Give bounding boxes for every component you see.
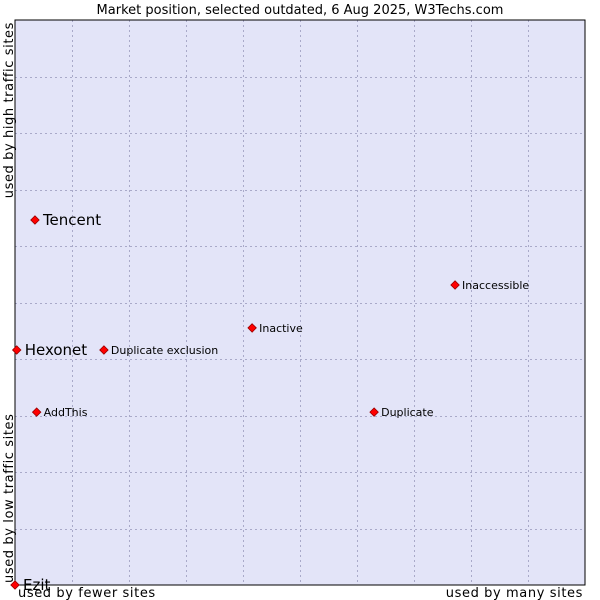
data-point-duplicate-exclusion: Duplicate exclusion xyxy=(99,344,218,357)
data-point-tencent: Tencent xyxy=(30,211,101,229)
point-marker xyxy=(10,580,20,590)
point-label: Ezit xyxy=(23,576,51,594)
point-marker xyxy=(31,407,42,417)
point-label: Duplicate xyxy=(381,406,434,419)
y-axis-label-bottom: used by low traffic sites xyxy=(2,413,17,583)
x-axis-label-right: used by many sites xyxy=(446,586,583,600)
y-axis-label-top: used by high traffic sites xyxy=(2,22,17,198)
point-label: Duplicate exclusion xyxy=(111,344,218,357)
data-points: Tencent Hexonet Ezit Inaccessible Inactive Du… xyxy=(10,211,529,594)
point-marker xyxy=(30,215,40,225)
data-point-addthis: AddThis xyxy=(31,406,88,419)
data-point-hexonet: Hexonet xyxy=(11,341,88,359)
point-marker xyxy=(11,345,22,355)
point-label: Tencent xyxy=(42,211,101,229)
plot-border xyxy=(14,19,586,586)
data-point-inactive: Inactive xyxy=(247,322,303,335)
point-label: Inactive xyxy=(259,322,303,335)
chart-title: Market position, selected outdated, 6 Au… xyxy=(97,3,504,18)
data-point-ezit: Ezit xyxy=(10,576,51,594)
point-marker xyxy=(450,280,460,290)
point-label: Hexonet xyxy=(25,341,88,359)
data-point-inaccessible: Inaccessible xyxy=(450,279,529,292)
point-label: AddThis xyxy=(44,406,88,419)
point-marker xyxy=(247,323,257,333)
data-point-duplicate: Duplicate xyxy=(369,406,434,419)
point-label: Inaccessible xyxy=(462,279,529,292)
point-marker xyxy=(369,407,379,417)
grid-lines xyxy=(15,20,585,585)
point-marker xyxy=(99,345,109,355)
x-axis-label-left: used by fewer sites xyxy=(18,586,156,600)
